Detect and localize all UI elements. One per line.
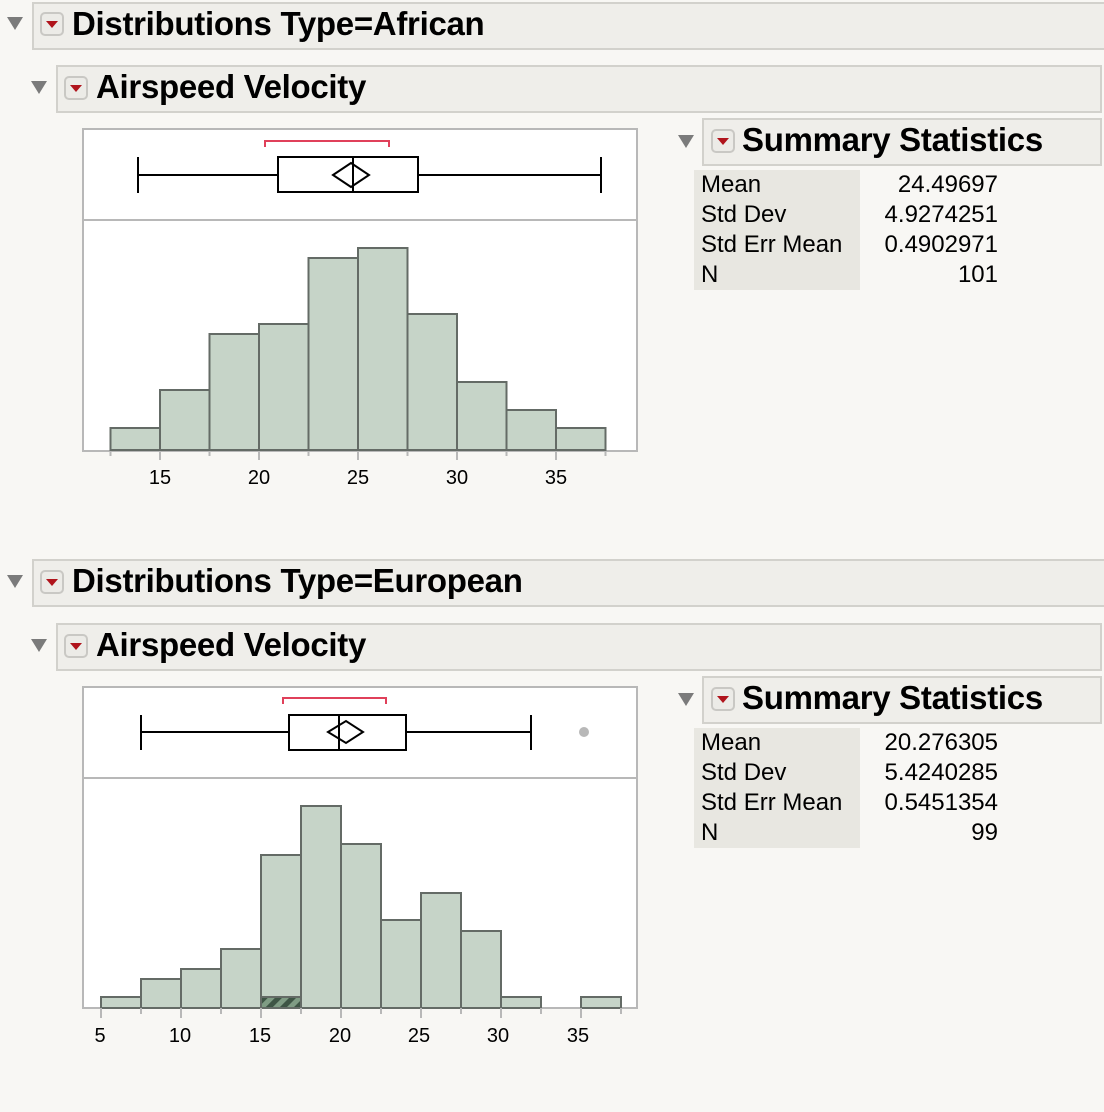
red-triangle-menu-icon[interactable] <box>64 76 88 100</box>
variable-title: Airspeed Velocity <box>96 68 367 105</box>
x-axis-tick-label: 20 <box>328 1025 352 1047</box>
stat-row-mean: Mean 20.276305 <box>701 729 998 756</box>
histogram-bars <box>109 247 607 451</box>
red-triangle-menu-icon[interactable] <box>64 634 88 658</box>
section-title: Distributions Type=European <box>72 562 523 599</box>
disclosure-triangle-icon[interactable] <box>31 639 47 652</box>
outline-header-european[interactable] <box>32 559 1104 607</box>
mean-diamond <box>326 719 365 745</box>
red-triangle-menu-icon[interactable] <box>40 12 64 36</box>
summary-title: Summary Statistics <box>742 679 1043 716</box>
stat-row-mean: Mean 24.49697 <box>701 171 998 198</box>
stat-row-std-err-mean: Std Err Mean 0.4902971 <box>701 231 998 258</box>
x-axis-tick-label: 35 <box>544 467 568 489</box>
axis-ticks <box>100 1008 622 1018</box>
summary-stats-table: Mean 20.276305 Std Dev 5.4240285 Std Err M… <box>694 728 998 848</box>
x-axis-tick-label: 30 <box>445 467 469 489</box>
outlier-point <box>579 727 589 737</box>
stat-row-std-dev: Std Dev 4.9274251 <box>701 201 998 228</box>
axis-ticks <box>109 451 607 460</box>
x-axis-tick-label: 20 <box>247 467 271 489</box>
plot-divider <box>82 777 638 779</box>
x-axis-tick-label: 15 <box>248 1025 272 1047</box>
outline-header-african[interactable] <box>32 2 1104 50</box>
stat-row-n: N 99 <box>701 819 998 846</box>
x-axis-tick-label: 30 <box>486 1025 510 1047</box>
x-axis-tick-label: 25 <box>346 467 370 489</box>
outline-header-variable[interactable] <box>56 65 1102 113</box>
summary-title: Summary Statistics <box>742 121 1043 158</box>
x-axis-tick-label: 25 <box>407 1025 431 1047</box>
x-axis-tick-label: 10 <box>168 1025 192 1047</box>
disclosure-triangle-icon[interactable] <box>7 17 23 30</box>
histogram-bars <box>100 805 622 1009</box>
red-triangle-menu-icon[interactable] <box>40 570 64 594</box>
plot-divider <box>82 219 638 221</box>
x-axis-tick-label: 35 <box>566 1025 590 1047</box>
disclosure-triangle-icon[interactable] <box>678 693 694 706</box>
selected-bar-hatch <box>262 997 300 1007</box>
stat-row-n: N 101 <box>701 261 998 288</box>
outline-header-summary[interactable] <box>702 676 1102 724</box>
section-title: Distributions Type=African <box>72 5 485 42</box>
x-axis-tick-label: 15 <box>148 467 172 489</box>
x-axis-tick-label: 5 <box>94 1025 106 1047</box>
red-triangle-menu-icon[interactable] <box>711 687 735 711</box>
mean-diamond <box>331 161 371 189</box>
shortest-half-bracket <box>282 697 387 704</box>
stat-row-std-err-mean: Std Err Mean 0.5451354 <box>701 789 998 816</box>
stat-row-std-dev: Std Dev 5.4240285 <box>701 759 998 786</box>
outline-header-variable[interactable] <box>56 623 1102 671</box>
disclosure-triangle-icon[interactable] <box>678 135 694 148</box>
outline-header-summary[interactable] <box>702 118 1102 166</box>
quantile-box <box>277 156 419 193</box>
variable-title: Airspeed Velocity <box>96 626 367 663</box>
shortest-half-bracket <box>264 140 390 147</box>
summary-stats-table: Mean 24.49697 Std Dev 4.9274251 Std Err Me… <box>694 170 998 290</box>
red-triangle-menu-icon[interactable] <box>711 129 735 153</box>
disclosure-triangle-icon[interactable] <box>31 81 47 94</box>
quantile-box <box>288 714 407 751</box>
disclosure-triangle-icon[interactable] <box>7 575 23 588</box>
